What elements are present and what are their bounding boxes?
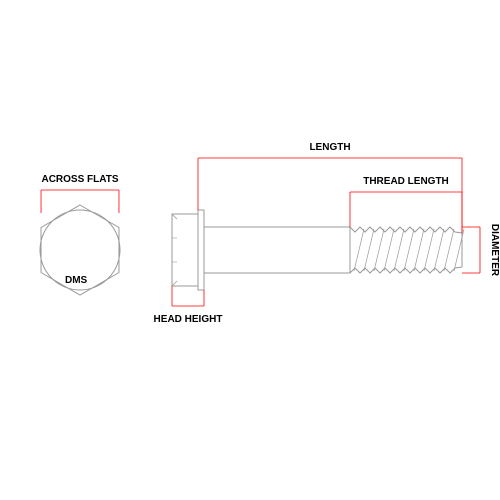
thread-hatch bbox=[434, 229, 444, 271]
label-thread-length: THREAD LENGTH bbox=[363, 176, 449, 187]
label-head-height: HEAD HEIGHT bbox=[154, 314, 223, 325]
thread-profile-top bbox=[350, 227, 462, 233]
thread-hatch bbox=[384, 229, 394, 271]
thread-hatch bbox=[414, 229, 424, 271]
thread-hatch bbox=[364, 229, 374, 271]
bolt-head-side bbox=[172, 214, 198, 286]
label-diameter: DIAMETER bbox=[489, 224, 500, 277]
label-across-flats: ACROSS FLATS bbox=[41, 174, 118, 185]
label-dms: DMS bbox=[65, 275, 88, 286]
bolt-shank bbox=[204, 227, 350, 273]
thread-hatch bbox=[374, 229, 384, 271]
thread-hatch bbox=[404, 229, 414, 271]
thread-hatch bbox=[424, 229, 434, 271]
thread-hatch bbox=[394, 229, 404, 271]
thread-profile-bottom bbox=[350, 267, 462, 273]
label-length: LENGTH bbox=[309, 142, 350, 153]
thread-hatch bbox=[444, 229, 454, 271]
bolt-flange bbox=[198, 210, 204, 290]
bolt-diagram: ACROSS FLATS DMS LENGTH THREAD LENGTH HEAD H… bbox=[0, 0, 500, 500]
thread-hatch bbox=[354, 229, 364, 271]
